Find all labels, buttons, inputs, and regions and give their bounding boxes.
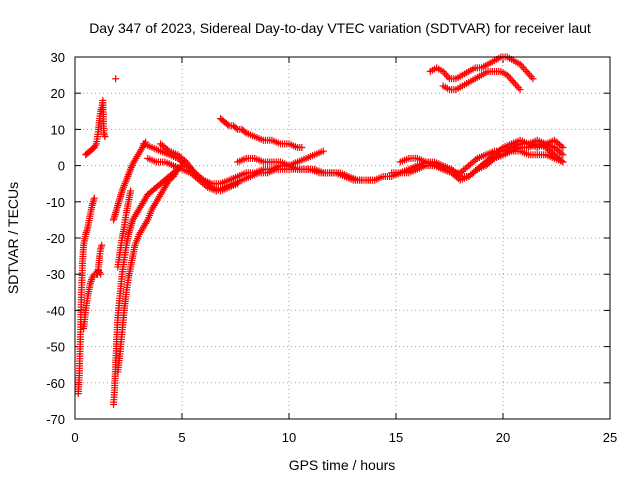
y-tick-label: -70 [46,412,65,427]
data-point [319,147,327,155]
y-tick-label: -60 [46,376,65,391]
data-point [557,142,565,150]
y-tick-label: 0 [58,159,65,174]
data-point [521,66,529,74]
chart-title: Day 347 of 2023, Sidereal Day-to-day VTE… [89,20,591,36]
y-tick-label: -40 [46,303,65,318]
series-recovery-2 [114,162,186,376]
series-isolated [112,75,120,83]
data-point [206,182,214,190]
x-tick-label: 10 [282,430,296,445]
data-point [508,77,516,85]
data-point [559,151,567,159]
data-point [298,144,306,151]
x-tick-label: 0 [71,430,78,445]
data-point [559,158,567,166]
y-axis-label: SDTVAR / TECUs [5,182,21,294]
y-tick-label: 20 [51,86,65,101]
series-late-band-3 [396,136,567,184]
y-tick-label: -20 [46,231,65,246]
data-point [506,75,514,83]
data-point [515,84,523,92]
data-point [510,78,518,86]
data-point [557,149,565,157]
series-recovery-1 [110,162,186,409]
data-point [232,124,240,132]
grid [75,57,610,419]
data-point [511,80,519,88]
series-recovery-3 [110,138,150,224]
x-tick-label: 20 [496,430,510,445]
data-point [442,71,450,79]
data-points [74,53,567,409]
x-tick-label: 5 [178,430,185,445]
data-point [559,144,567,151]
data-point [98,241,106,249]
series-late-band-4 [473,147,567,173]
y-tick-label: -10 [46,195,65,210]
data-point [472,156,480,164]
data-point [444,73,452,81]
series-early-top [82,96,109,159]
x-tick-label: 25 [603,430,617,445]
series-arc-upper [217,115,306,151]
data-point [489,156,497,164]
series-top-right-2 [439,67,524,94]
data-point [234,180,242,188]
series-top-right-1 [426,53,537,83]
x-tick-label: 15 [389,430,403,445]
data-point [519,64,527,72]
data-point [527,73,535,81]
data-point [497,145,505,153]
y-tick-label: 30 [51,50,65,65]
plot-frame [74,56,611,420]
y-tick-label: 10 [51,122,65,137]
data-point [90,194,98,202]
data-point [181,157,189,165]
tick-labels: 0 5 10 15 20 25 -70 -60 -50 -40 -30 -20 -10 0 10 20 30 [46,50,617,445]
y-tick-label: -50 [46,340,65,355]
data-point [163,146,171,154]
data-point [224,121,232,129]
data-point [127,187,135,195]
data-point [526,71,534,79]
data-point [112,75,120,83]
series-recovery-4 [114,187,135,271]
data-point [513,82,521,90]
data-point [101,133,109,141]
series-early-rise-c [93,241,106,278]
data-point [523,67,531,75]
series-mid-band-4 [234,154,379,184]
y-tick-label: -30 [46,267,65,282]
series-mid-band-3 [157,140,242,195]
data-point [516,86,524,94]
data-point [529,75,537,83]
data-point [241,128,249,136]
data-point [524,69,532,77]
x-axis-label: GPS time / hours [289,457,396,473]
